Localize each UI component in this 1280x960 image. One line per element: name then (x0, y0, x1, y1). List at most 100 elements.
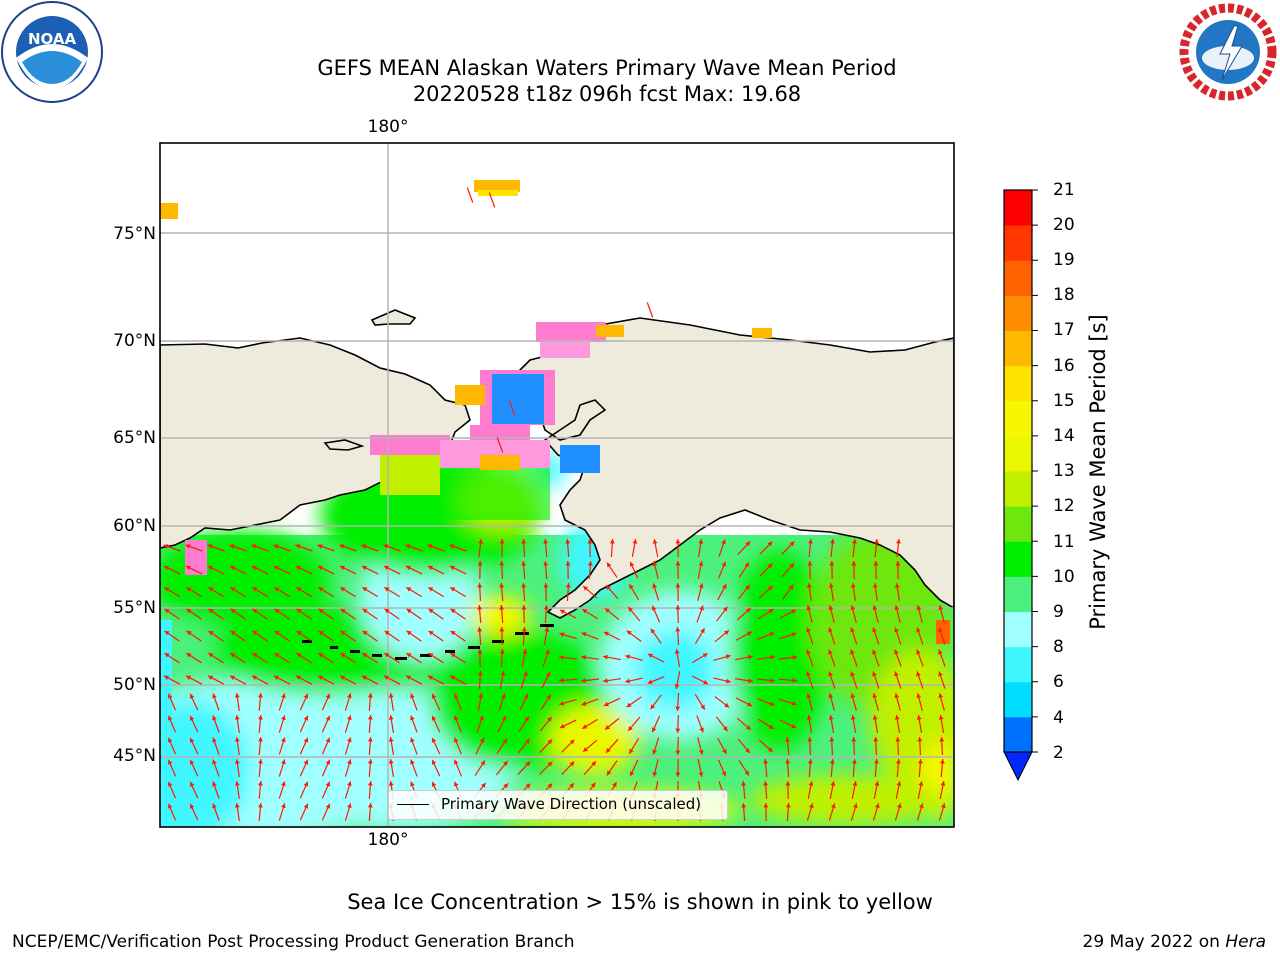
wave-direction-arrowhead (362, 630, 368, 636)
wave-direction-arrowhead (208, 587, 214, 592)
wave-direction-arrowhead (938, 715, 944, 720)
wave-direction-arrowhead (189, 781, 195, 787)
wave-direction-arrowhead (745, 747, 750, 753)
wave-direction-arrowhead (853, 803, 858, 809)
wave-direction-arrowhead (318, 587, 324, 592)
wave-direction-arrowhead (628, 607, 633, 612)
wave-direction-arrowhead (938, 649, 943, 655)
wave-direction-arrowhead (521, 583, 527, 588)
wave-direction-arrowhead (185, 565, 191, 571)
wave-direction-arrowhead (806, 627, 811, 633)
wave-direction-arrowhead (186, 587, 192, 592)
wave-direction-arrowhead (769, 701, 775, 706)
wave-direction-arrowhead (698, 749, 704, 755)
colorbar-segment (1004, 225, 1032, 261)
wave-direction-arrowhead (873, 759, 879, 764)
wave-direction-arrowhead (722, 748, 727, 754)
wave-direction-arrowhead (938, 693, 944, 699)
wave-direction-arrowhead (208, 675, 214, 680)
wave-direction-arrowhead (792, 655, 797, 660)
wave-direction-arrowhead (281, 781, 286, 787)
colorbar-segment (1004, 681, 1032, 718)
wave-direction-arrowhead (207, 544, 213, 549)
wave-direction-arrowhead (702, 653, 708, 658)
wave-direction-arrowhead (234, 759, 240, 764)
wave-direction-arrowhead (427, 544, 433, 549)
wave-direction-arrowhead (454, 737, 459, 743)
wave-direction-arrowhead (746, 631, 752, 636)
colorbar-segment (1004, 541, 1032, 577)
wave-direction-arrowhead (768, 724, 774, 729)
footer-host: Hera (1225, 932, 1266, 952)
wave-direction-arrowhead (339, 565, 345, 571)
wave-direction-arrowhead (317, 565, 323, 571)
wave-direction-arrowhead (251, 565, 257, 571)
wave-direction-arrowhead (852, 781, 858, 786)
wave-direction-arrowhead (917, 759, 923, 764)
wave-direction-arrowhead (875, 803, 880, 809)
wave-direction-arrowhead (652, 561, 658, 567)
wave-direction-arrowhead (185, 544, 191, 549)
wave-direction-arrowhead (722, 606, 728, 612)
sea-ice-note: Sea Ice Concentration > 15% is shown in … (347, 890, 933, 914)
wave-direction-arrowhead (699, 605, 704, 611)
wave-direction-arrowhead (406, 675, 412, 680)
wave-direction-arrowhead (565, 583, 571, 588)
noaa-logo: NOAA (1, 1, 103, 103)
wave-direction-arrowhead (543, 583, 549, 588)
wave-direction-arrowhead (769, 632, 775, 637)
wave-direction-arrowhead (281, 693, 286, 699)
wave-direction-arrowhead (699, 727, 704, 733)
wave-direction-arrowhead (164, 608, 170, 614)
wave-direction-arrowhead (212, 781, 217, 787)
wave-direction-arrowhead (916, 627, 921, 633)
wave-direction-arrowhead (317, 544, 323, 549)
wave-direction-arrow (646, 302, 654, 318)
wave-direction-arrowhead (234, 693, 240, 698)
wave-direction-arrowhead (828, 715, 834, 720)
wave-direction-arrowhead (741, 803, 747, 808)
wave-direction-arrowhead (318, 653, 324, 658)
wave-direction-arrowhead (428, 587, 434, 592)
wave-direction-arrowhead (450, 675, 456, 680)
wave-direction-arrowhead (770, 678, 775, 683)
colorbar-segment (1004, 646, 1032, 683)
wave-direction-arrowhead (258, 803, 263, 808)
wave-direction-arrowhead (189, 693, 195, 699)
wave-direction-arrowhead (703, 679, 709, 685)
wave-direction-arrowhead (652, 583, 657, 589)
wave-direction-arrowhead (721, 561, 726, 567)
wave-direction-arrowhead (770, 654, 775, 660)
colorbar-segment (1004, 295, 1032, 331)
colorbar-tick: 17 (1053, 320, 1075, 340)
wave-direction-arrowhead (850, 715, 856, 720)
wave-direction-arrowhead (325, 693, 331, 699)
wave-direction-arrowhead (698, 561, 704, 566)
wave-direction-arrowhead (189, 803, 195, 809)
wave-direction-arrowhead (651, 727, 657, 733)
wave-direction-arrowhead (164, 587, 170, 592)
wave-direction-arrowhead (479, 715, 484, 721)
lat-label-70: 70°N (113, 331, 156, 351)
wave-direction-arrowhead (547, 739, 553, 745)
wave-direction-arrowhead (850, 627, 855, 633)
wave-direction-arrowhead (318, 630, 324, 636)
wave-direction-arrowhead (603, 678, 608, 684)
wave-direction-arrowhead (897, 803, 902, 809)
wave-direction-arrowhead (479, 737, 485, 743)
wave-direction-arrowhead (603, 654, 608, 660)
wave-direction-arrowhead (296, 653, 302, 658)
wave-direction-arrowhead (384, 630, 390, 636)
wave-direction-arrowhead (229, 544, 235, 549)
wave-direction-arrowhead (763, 759, 768, 764)
wave-direction-arrowhead (340, 630, 346, 636)
lon-label-top: 180° (367, 117, 409, 137)
wave-direction-arrowhead (830, 539, 835, 544)
wave-direction-arrowhead (296, 675, 302, 680)
wave-direction-arrowhead (524, 716, 529, 722)
wave-direction-arrowhead (405, 544, 411, 549)
wave-direction-arrowhead (189, 759, 195, 765)
wave-direction-arrowhead (544, 627, 550, 632)
wave-direction-arrowhead (674, 684, 680, 689)
wave-direction-arrowhead (428, 653, 434, 658)
